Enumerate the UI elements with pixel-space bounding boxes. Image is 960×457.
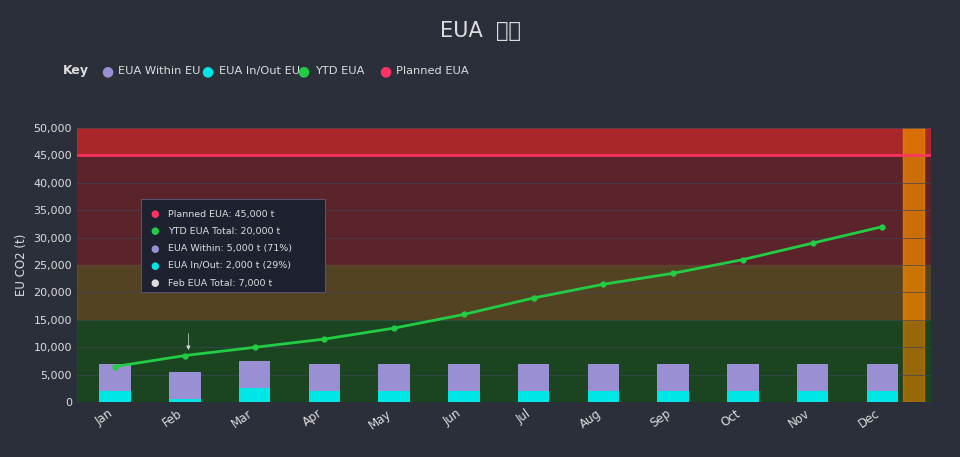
- Bar: [169, 372, 201, 399]
- Text: ●: ●: [379, 64, 392, 78]
- Bar: [518, 364, 549, 391]
- Bar: [797, 364, 828, 391]
- Bar: [588, 391, 619, 402]
- Bar: [867, 364, 898, 391]
- Bar: [658, 364, 689, 391]
- Text: YTD EUA: YTD EUA: [315, 66, 364, 76]
- Text: ●: ●: [202, 64, 214, 78]
- Bar: [239, 361, 271, 388]
- Bar: [448, 391, 480, 402]
- Bar: [658, 391, 689, 402]
- Bar: [378, 364, 410, 391]
- Bar: [867, 391, 898, 402]
- Bar: [77, 265, 931, 320]
- Bar: [518, 391, 549, 402]
- Bar: [309, 364, 340, 391]
- Bar: [448, 364, 480, 391]
- Bar: [588, 364, 619, 391]
- Text: EUA In/Out EU: EUA In/Out EU: [219, 66, 300, 76]
- Text: Planned EUA: Planned EUA: [396, 66, 469, 76]
- Bar: [727, 391, 758, 402]
- Text: EUA Within EU: EUA Within EU: [118, 66, 201, 76]
- Text: Key: Key: [62, 64, 88, 77]
- Bar: [77, 155, 931, 265]
- Bar: [169, 399, 201, 402]
- Bar: [100, 391, 131, 402]
- Y-axis label: EU CO2 (t): EU CO2 (t): [14, 234, 28, 296]
- Text: EUA  🗃🔒: EUA 🗃🔒: [440, 21, 520, 41]
- Bar: [378, 391, 410, 402]
- Bar: [239, 388, 271, 402]
- Bar: [903, 128, 924, 402]
- Text: ●: ●: [101, 64, 113, 78]
- Bar: [77, 128, 931, 155]
- Bar: [797, 391, 828, 402]
- Bar: [903, 128, 924, 320]
- Text: ●: ●: [298, 64, 310, 78]
- Bar: [309, 391, 340, 402]
- Bar: [77, 320, 931, 402]
- Bar: [100, 364, 131, 391]
- Bar: [727, 364, 758, 391]
